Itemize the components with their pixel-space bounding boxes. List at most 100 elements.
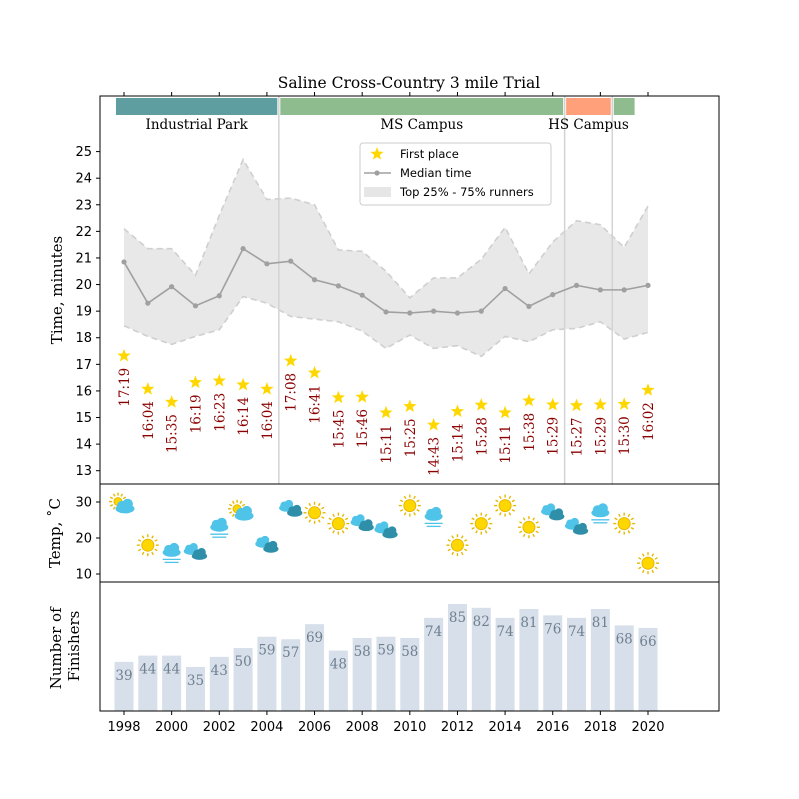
first-place-time-label: 15:28 [474, 417, 490, 456]
sun-ray [460, 535, 464, 539]
sun-ray [475, 530, 478, 534]
median-point [502, 285, 508, 292]
venue-bar [280, 98, 564, 115]
sun-ray [464, 548, 468, 552]
sun-ray [304, 516, 308, 519]
cloud-part [387, 526, 397, 535]
first-place-star [403, 399, 417, 413]
sun-ray [447, 539, 451, 542]
sun-ray [484, 513, 488, 518]
sun-icon [494, 494, 517, 517]
clouds-icon [279, 499, 303, 517]
finishers-value-label: 76 [544, 621, 561, 637]
cloud-part [356, 514, 365, 523]
fog-icon [424, 506, 443, 528]
legend-marker-icon [374, 170, 380, 176]
finishers-bar [447, 604, 467, 711]
sun-ray [618, 513, 621, 518]
finishers-bar [543, 615, 563, 711]
cloud-part [241, 505, 252, 517]
finishers-bar [185, 666, 205, 711]
y-tick-label: 30 [75, 496, 92, 511]
first-place-star [474, 398, 488, 411]
sun-ray [317, 519, 321, 523]
sun-ray [519, 530, 523, 534]
sun-ray [447, 548, 451, 552]
venue-bar [115, 98, 278, 115]
sun-ray [630, 526, 635, 530]
sun-ray [641, 553, 645, 557]
cloud-part [364, 519, 373, 528]
first-place-time-label: 15:29 [593, 417, 609, 456]
sun-icon [470, 512, 493, 535]
y-tick-label: 20 [75, 532, 92, 547]
sun-ray [471, 526, 475, 530]
sun-ray [341, 530, 345, 534]
sun-ray [399, 508, 404, 512]
venue-bar [566, 98, 611, 115]
sun-ray [498, 495, 502, 500]
chart-title: Saline Cross-Country 3 mile Trial [278, 74, 541, 92]
finishers-bar [352, 637, 372, 711]
finishers-value-label: 74 [425, 624, 442, 640]
cloud-part [570, 517, 579, 527]
x-tick-label: 2008 [346, 720, 379, 735]
venue-label: Industrial Park [145, 117, 248, 133]
sun-ray [508, 495, 512, 500]
finishers-value-label: 44 [163, 662, 180, 678]
sun-ray [532, 517, 536, 521]
first-place-star [546, 397, 560, 411]
cloud-part [268, 540, 278, 550]
first-place-time-label: 15:25 [403, 418, 419, 457]
finishers-value-label: 81 [592, 615, 609, 631]
legend-band-icon [364, 187, 391, 197]
first-place-time-label: 15:35 [165, 414, 181, 453]
cloud-part [578, 522, 587, 532]
sun-ray [638, 566, 642, 570]
x-tick-label: 2016 [536, 720, 569, 735]
sun-ray [308, 519, 312, 523]
sun-ray [141, 551, 145, 556]
finishers-value-label: 43 [211, 663, 228, 679]
finishers-value-label: 57 [282, 645, 299, 661]
x-tick-label: 1998 [107, 720, 140, 735]
finishers-value-label: 35 [187, 673, 204, 689]
first-place-star [450, 404, 465, 418]
sun-ray [519, 521, 523, 524]
finishers-bar [519, 609, 539, 711]
finishers-bar [495, 617, 515, 711]
finishers-bar [114, 661, 134, 711]
sun-icon [613, 512, 636, 535]
first-place-time-label: 14:43 [427, 437, 443, 476]
median-point [311, 277, 318, 283]
x-tick-label: 2014 [489, 720, 522, 735]
first-place-time-label: 16:04 [141, 401, 157, 440]
cloud-part [546, 503, 556, 512]
median-point [192, 303, 199, 309]
sun-ray [487, 517, 492, 521]
venue-label: HS Campus [548, 117, 629, 133]
clouds-icon [564, 517, 589, 535]
sun-ray [239, 500, 243, 504]
sun-ray [341, 513, 345, 518]
median-point [478, 308, 484, 314]
first-place-time-label: 15:14 [450, 423, 466, 462]
finishers-value-label: 74 [496, 624, 513, 640]
sun-ray [122, 496, 127, 500]
first-place-time-label: 15:45 [331, 410, 347, 449]
x-tick-label: 2006 [298, 720, 331, 735]
first-place-time-label: 17:19 [117, 368, 133, 407]
finishers-value-label: 81 [520, 615, 537, 631]
sun-ray [403, 512, 407, 516]
sun-icon [517, 516, 540, 539]
sun-ray [321, 516, 325, 519]
venue-bar [613, 98, 635, 115]
finishers-bar [209, 656, 229, 711]
cloud-part [189, 543, 198, 552]
legend-star-icon [370, 147, 384, 160]
first-place-time-label: 15:11 [498, 425, 514, 464]
y-tick-label: 21 [75, 251, 92, 266]
median-point [550, 292, 556, 298]
cloud-part [197, 548, 206, 557]
